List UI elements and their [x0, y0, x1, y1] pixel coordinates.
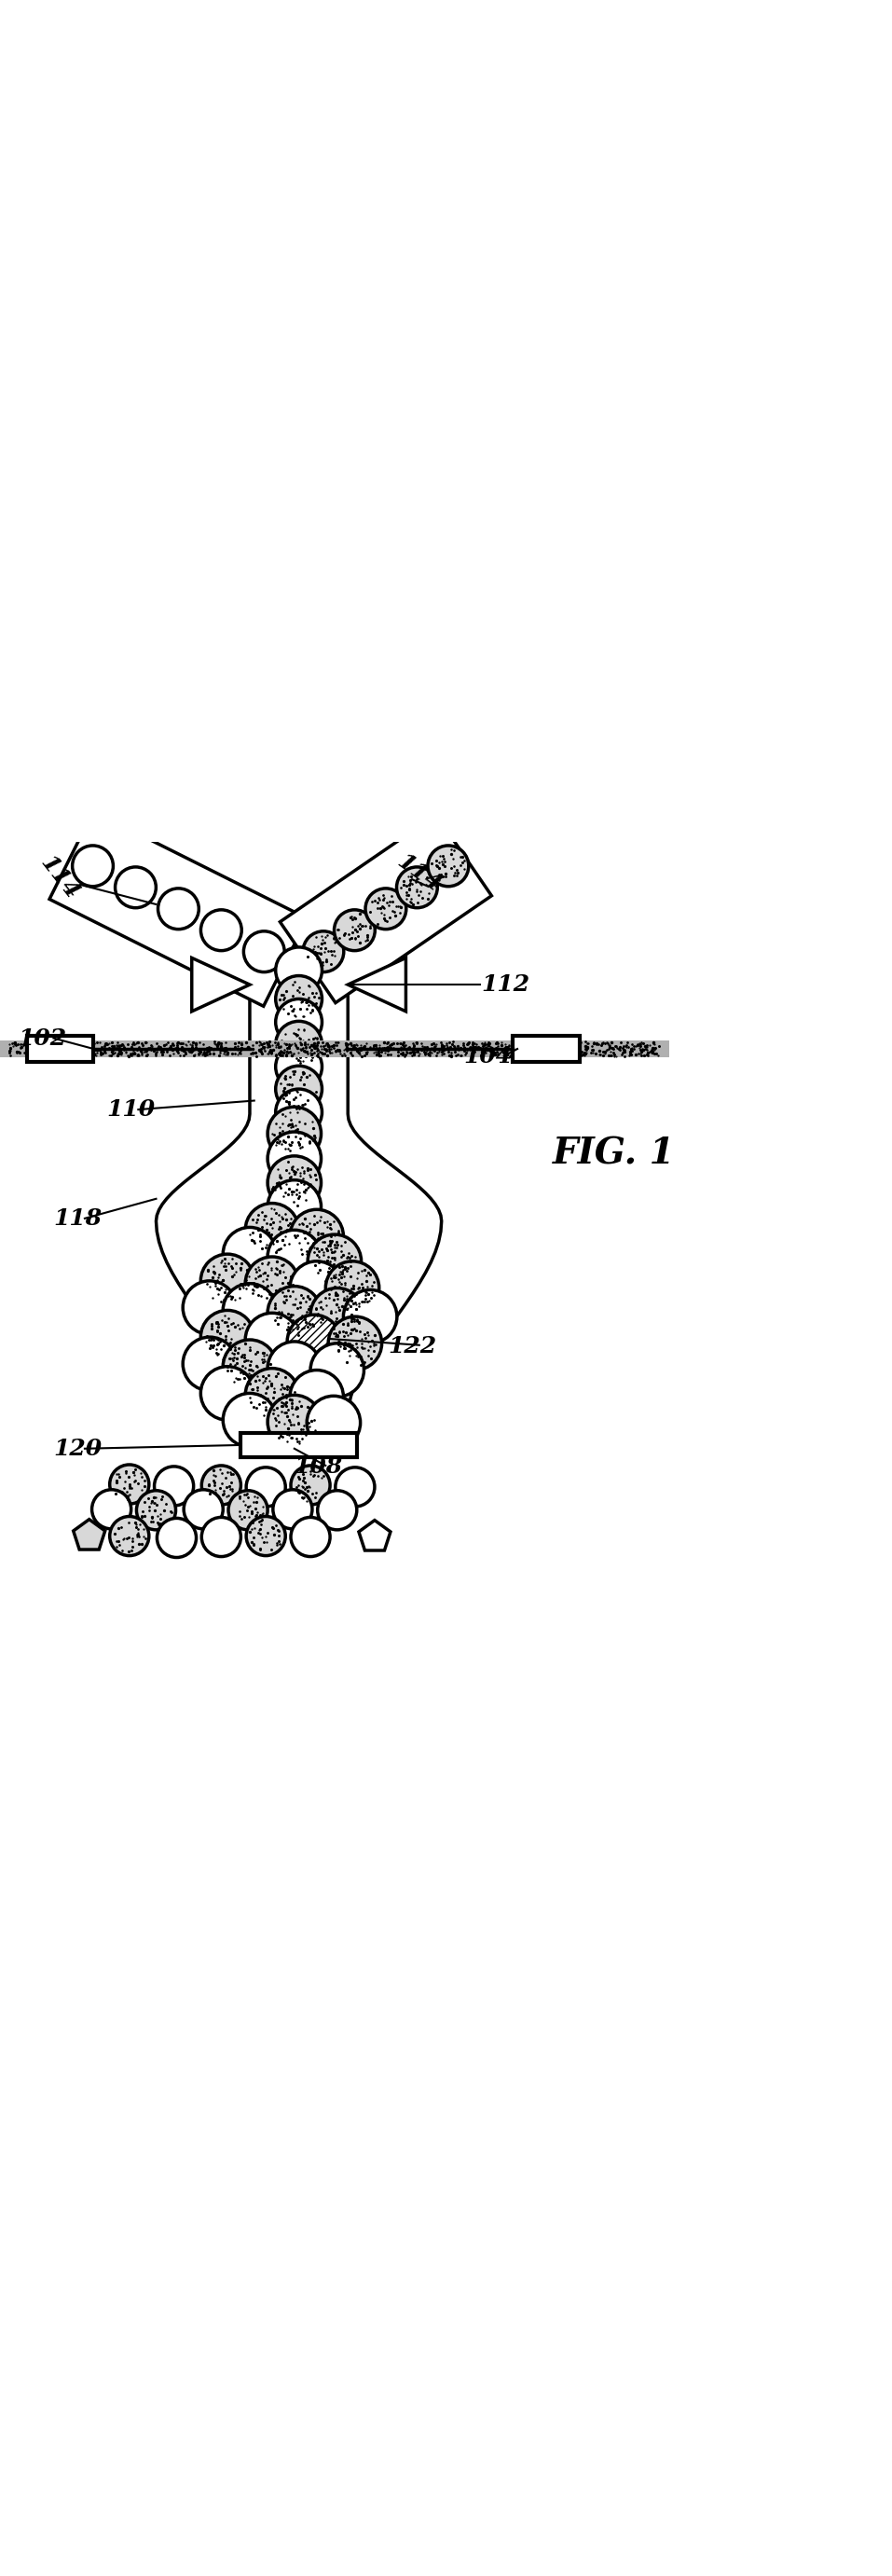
Circle shape	[223, 1394, 277, 1448]
Circle shape	[290, 1211, 343, 1262]
Circle shape	[308, 1234, 361, 1288]
Circle shape	[72, 845, 113, 886]
Circle shape	[110, 1466, 149, 1504]
Text: 122: 122	[388, 1334, 436, 1358]
Circle shape	[201, 1255, 254, 1309]
Circle shape	[268, 1342, 321, 1396]
Circle shape	[201, 909, 242, 951]
Circle shape	[268, 1229, 321, 1283]
Polygon shape	[250, 963, 348, 969]
Circle shape	[245, 1203, 299, 1257]
Circle shape	[268, 1285, 321, 1340]
Circle shape	[183, 1280, 236, 1334]
Circle shape	[158, 889, 199, 930]
Circle shape	[276, 976, 322, 1023]
Polygon shape	[0, 1041, 669, 1056]
Circle shape	[334, 909, 375, 951]
Circle shape	[154, 1466, 194, 1507]
Circle shape	[276, 1043, 322, 1090]
Circle shape	[184, 1489, 223, 1530]
Text: 110: 110	[107, 1097, 155, 1121]
Circle shape	[136, 1492, 176, 1530]
Circle shape	[326, 1262, 379, 1314]
Circle shape	[223, 1340, 277, 1394]
Circle shape	[428, 845, 468, 886]
Circle shape	[268, 1180, 321, 1234]
Circle shape	[303, 930, 343, 971]
Circle shape	[202, 1466, 241, 1504]
Circle shape	[223, 1283, 277, 1337]
Circle shape	[290, 1370, 343, 1425]
Polygon shape	[49, 811, 308, 1007]
Circle shape	[110, 1517, 149, 1556]
Polygon shape	[348, 958, 406, 1012]
Circle shape	[157, 1517, 196, 1558]
Circle shape	[268, 1108, 321, 1159]
Polygon shape	[192, 958, 250, 1012]
Circle shape	[397, 868, 437, 907]
Polygon shape	[73, 1520, 105, 1551]
Text: 114: 114	[392, 850, 445, 896]
Polygon shape	[513, 1036, 580, 1061]
Polygon shape	[27, 1036, 94, 1061]
Circle shape	[201, 1311, 254, 1363]
Circle shape	[228, 1492, 268, 1530]
Polygon shape	[241, 1432, 357, 1458]
Text: 108: 108	[294, 1455, 343, 1479]
Circle shape	[245, 1368, 299, 1422]
Circle shape	[115, 868, 156, 907]
Circle shape	[276, 948, 322, 994]
Circle shape	[291, 1466, 330, 1504]
Circle shape	[307, 1396, 360, 1450]
Text: 118: 118	[54, 1208, 102, 1229]
Circle shape	[276, 1066, 322, 1113]
Circle shape	[246, 1468, 285, 1507]
Circle shape	[328, 1316, 382, 1370]
Circle shape	[92, 1489, 131, 1530]
Text: 114: 114	[36, 853, 83, 904]
Circle shape	[276, 1090, 322, 1136]
Circle shape	[246, 1517, 285, 1556]
Circle shape	[268, 1157, 321, 1211]
Circle shape	[268, 1396, 321, 1448]
Circle shape	[201, 1365, 254, 1419]
Circle shape	[290, 1262, 343, 1314]
Circle shape	[244, 930, 285, 971]
Polygon shape	[156, 969, 442, 1432]
Circle shape	[343, 1291, 397, 1342]
Circle shape	[310, 1288, 364, 1342]
Circle shape	[276, 999, 322, 1046]
Circle shape	[318, 1492, 357, 1530]
Polygon shape	[359, 1520, 391, 1551]
Text: 102: 102	[18, 1028, 66, 1048]
Circle shape	[202, 1517, 241, 1556]
Circle shape	[245, 1257, 299, 1311]
Circle shape	[310, 1342, 364, 1396]
Circle shape	[276, 1020, 322, 1066]
Circle shape	[291, 1517, 330, 1556]
Text: FIG. 1: FIG. 1	[553, 1136, 676, 1172]
Circle shape	[287, 1314, 341, 1368]
Circle shape	[183, 1337, 236, 1391]
Circle shape	[268, 1131, 321, 1185]
Polygon shape	[280, 814, 491, 1002]
Circle shape	[366, 889, 406, 930]
Text: 112: 112	[482, 974, 530, 997]
Circle shape	[245, 1314, 299, 1365]
Circle shape	[335, 1468, 375, 1507]
Text: 104: 104	[464, 1046, 512, 1066]
Circle shape	[223, 1226, 277, 1280]
Text: 120: 120	[54, 1437, 102, 1461]
Circle shape	[273, 1489, 312, 1530]
